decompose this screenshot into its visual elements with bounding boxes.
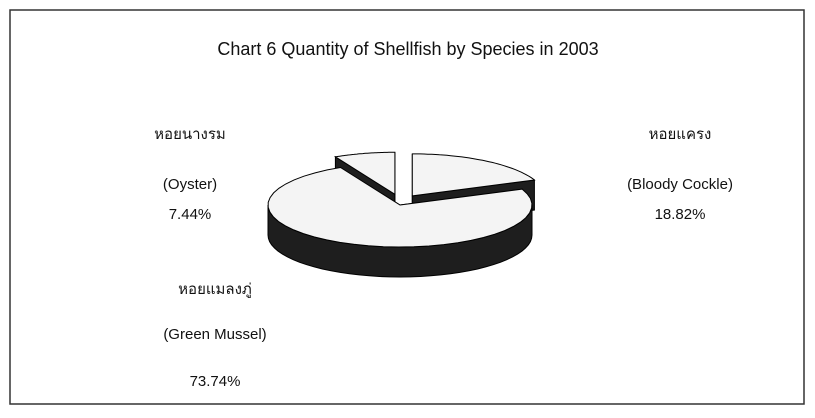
slice-label: หอยนางรม: [154, 126, 226, 143]
slice-value-label: 7.44%: [169, 206, 212, 223]
slice-label: หอยแครง: [649, 126, 712, 143]
pie-slice: [411, 153, 536, 197]
pie-slice: [333, 151, 396, 196]
chart-title: Chart 6 Quantity of Shellfish by Species…: [217, 39, 598, 59]
slice-value-label: 73.74%: [190, 373, 241, 390]
pie-tops: [267, 151, 536, 248]
slice-label-translation: (Bloody Cockle): [627, 176, 733, 193]
slice-label: หอยแมลงภู่: [178, 281, 252, 298]
slice-label-translation: (Green Mussel): [163, 326, 266, 343]
slice-label-translation: (Oyster): [163, 176, 217, 193]
slice-value-label: 18.82%: [655, 206, 706, 223]
pie-slice: [267, 166, 533, 248]
